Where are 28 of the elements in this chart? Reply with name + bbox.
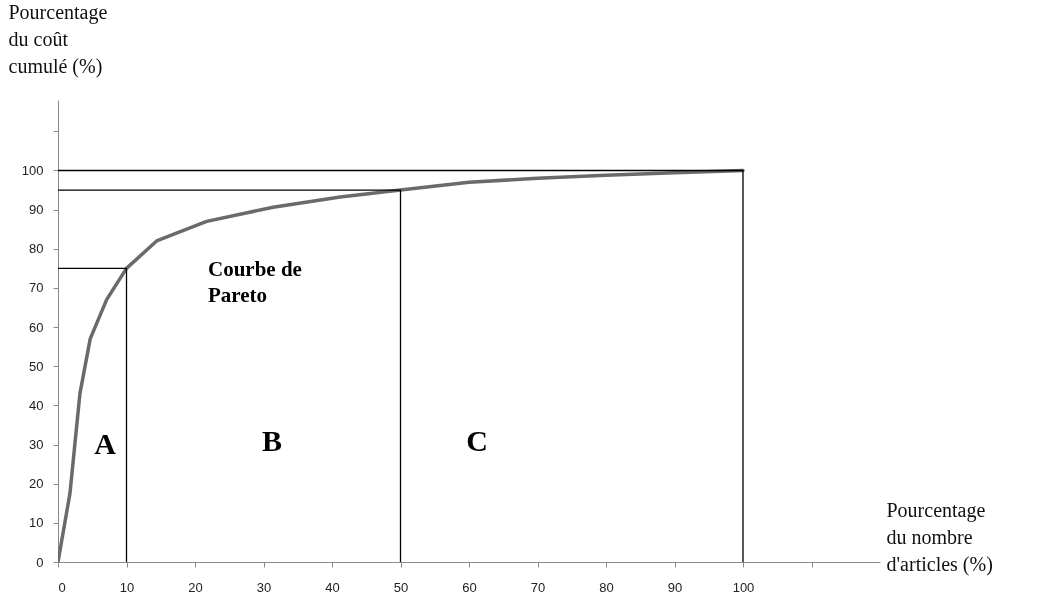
annotation: C [466, 424, 488, 457]
annotation: B [261, 424, 283, 457]
x-tick-label: 0 [58, 579, 66, 595]
y-tick-label: 50 [29, 358, 44, 374]
y-tick-label: 10 [29, 515, 44, 531]
x-tick-label: 50 [393, 579, 409, 595]
x-tick-label: 90 [667, 579, 683, 595]
x-tick-label: 100 [732, 579, 755, 595]
y-tick-label: 0 [36, 554, 44, 570]
y-tick-label: 30 [29, 437, 44, 453]
x-tick-label: 10 [119, 579, 135, 595]
x-tick-label: 80 [599, 579, 614, 595]
y-tick-label: 80 [29, 241, 44, 257]
x-tick-label: 40 [325, 579, 340, 595]
x-tick-label: 30 [256, 579, 272, 595]
y-tick-label: 70 [29, 280, 44, 296]
y-tick-label: 20 [29, 476, 44, 492]
x-tick-label: 60 [462, 579, 477, 595]
annotation: Courbe de Pareto [208, 257, 302, 307]
y-tick-label: 90 [29, 202, 44, 218]
y-axis-title: Pourcentage du coût cumulé (%) [8, 0, 108, 78]
x-tick-label: 20 [188, 579, 203, 595]
annotation: A [94, 427, 117, 460]
x-tick-label: 70 [530, 579, 546, 595]
x-axis-title: Pourcentage du nombre d'articles (%) [886, 498, 993, 576]
y-tick-label: 60 [29, 319, 44, 335]
y-tick-label: 100 [21, 162, 44, 178]
y-tick-label: 40 [29, 397, 44, 413]
